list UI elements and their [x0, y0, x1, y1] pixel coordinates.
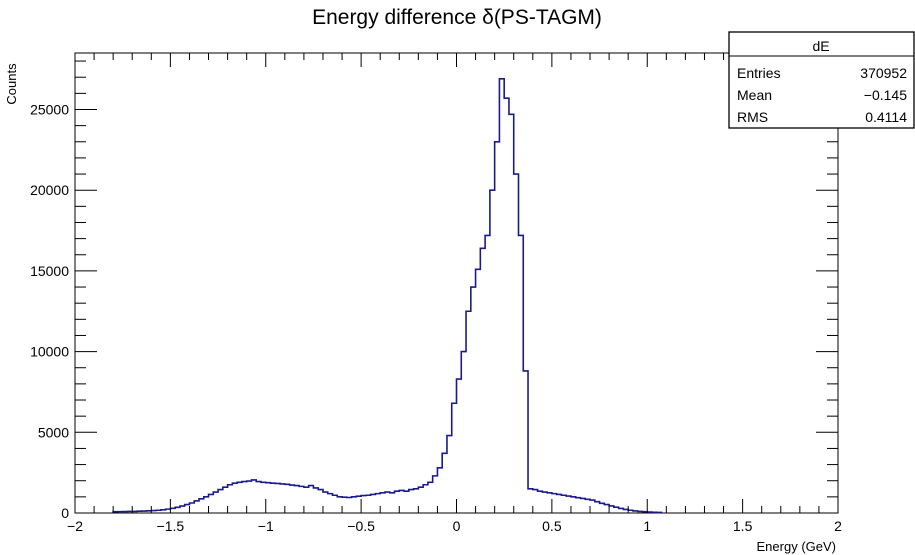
x-tick-label: −1 [258, 518, 274, 534]
stats-mean-value: −0.145 [864, 87, 907, 103]
stats-box-border [728, 31, 915, 129]
x-tick-label: 0.5 [542, 518, 562, 534]
x-tick-label: 1 [643, 518, 651, 534]
y-tick-label: 0 [61, 505, 69, 521]
stats-rms-label: RMS [737, 109, 768, 125]
y-tick-label: 10000 [30, 344, 69, 360]
x-axis-ticks: −2 −1.5 −1 −0.5 0 0.5 1 1.5 2 [67, 53, 842, 534]
stats-mean-label: Mean [737, 87, 772, 103]
histogram-series-de [112, 78, 663, 514]
chart-title: Energy difference δ(PS-TAGM) [312, 6, 602, 29]
stats-box: dE Entries 370952 Mean −0.145 RMS 0.4114 [728, 31, 915, 129]
y-tick-label: 15000 [30, 263, 69, 279]
x-tick-label: −1.5 [157, 518, 185, 534]
x-tick-label: −2 [67, 518, 83, 534]
y-tick-label: 25000 [30, 101, 69, 117]
y-axis-ticks: 0 5000 10000 15000 20000 25000 [30, 60, 838, 521]
stats-entries-value: 370952 [860, 65, 907, 81]
x-tick-label: 2 [834, 518, 842, 534]
x-tick-label: 0 [453, 518, 461, 534]
histogram-group [112, 78, 663, 514]
y-axis-label: Counts [4, 63, 19, 105]
x-tick-label: −0.5 [347, 518, 375, 534]
stats-box-title: dE [812, 38, 829, 54]
stats-rms-value: 0.4114 [865, 109, 907, 125]
x-tick-label: 1.5 [733, 518, 753, 534]
y-tick-label: 20000 [30, 182, 69, 198]
x-axis-label: Energy (GeV) [757, 539, 836, 554]
y-tick-label: 5000 [38, 424, 69, 440]
stats-entries-label: Entries [737, 65, 781, 81]
